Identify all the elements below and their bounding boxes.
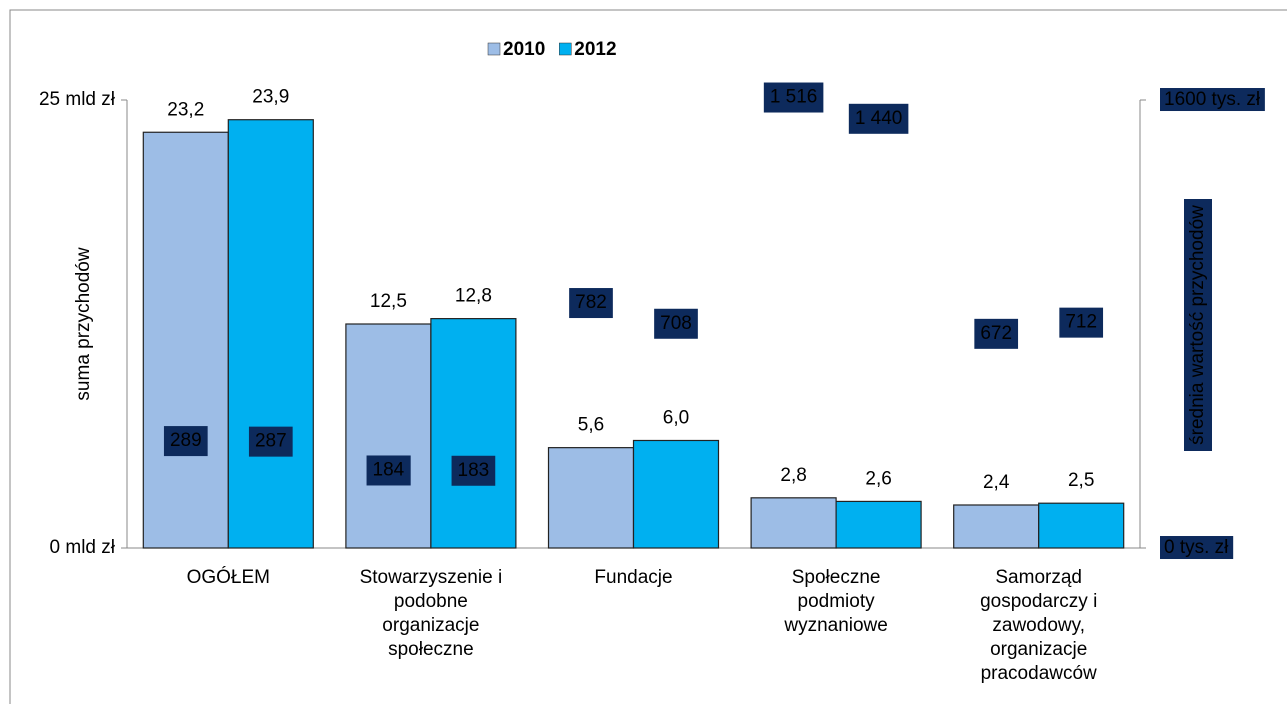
chart-border xyxy=(9,9,1287,704)
bar xyxy=(430,318,517,549)
bar xyxy=(345,323,432,549)
y2-value-box xyxy=(569,288,613,319)
y-axis-title: suma przychodów xyxy=(73,247,94,400)
x-tick-label: Fundacje xyxy=(594,567,673,588)
y2-axis-title-box xyxy=(1184,199,1212,451)
y2-value-box xyxy=(763,82,824,113)
y-tick-label: 25 mld zł xyxy=(39,89,116,110)
y2-value-label: 183 xyxy=(458,460,490,481)
bar xyxy=(953,504,1040,549)
y2-value-box xyxy=(1059,307,1104,338)
y2-tick-box xyxy=(1160,88,1265,112)
y2-value-label: 712 xyxy=(1065,312,1097,333)
legend-swatch xyxy=(559,42,572,56)
y2-axis-title: średnia wartość przychodów xyxy=(1187,205,1208,445)
y2-tick-label: 0 tys. zł xyxy=(1164,537,1229,558)
y2-value-label: 1 516 xyxy=(770,87,818,108)
value-label: 2,4 xyxy=(983,472,1010,493)
bar xyxy=(142,131,229,549)
value-label: 12,5 xyxy=(370,291,407,312)
value-label: 5,6 xyxy=(578,415,604,436)
y2-value-box xyxy=(163,426,208,457)
y2-value-box xyxy=(451,455,496,486)
bar xyxy=(750,497,837,549)
value-label: 23,2 xyxy=(167,99,204,120)
y2-value-label: 672 xyxy=(980,323,1012,344)
legend-label: 2010 xyxy=(503,39,545,60)
y2-value-label: 708 xyxy=(660,313,692,334)
legend-label: 2012 xyxy=(574,39,616,60)
x-tick-label: Społeczne podmioty wyznaniowe xyxy=(784,567,888,636)
legend-swatch xyxy=(487,42,501,56)
y2-value-label: 184 xyxy=(373,459,405,480)
value-label: 2,5 xyxy=(1068,470,1094,491)
bar xyxy=(1038,502,1125,549)
y2-value-box xyxy=(366,455,411,486)
y2-value-box xyxy=(248,426,293,457)
y-tick-label: 0 mld zł xyxy=(50,537,116,558)
bar xyxy=(632,439,720,549)
value-label: 23,9 xyxy=(252,87,289,108)
value-label: 2,6 xyxy=(865,468,891,489)
y2-tick-box xyxy=(1160,536,1234,560)
y2-value-label: 1 440 xyxy=(855,108,903,129)
y2-value-label: 289 xyxy=(170,430,202,451)
bar xyxy=(547,447,635,549)
x-tick-label: Samorząd gospodarczy i zawodowy, organiz… xyxy=(980,567,1098,684)
x-tick-label: Stowarzyszenie i podobne organizacje spo… xyxy=(359,567,503,660)
y2-value-label: 287 xyxy=(255,431,287,452)
value-label: 12,8 xyxy=(455,286,492,307)
y2-value-box xyxy=(974,318,1019,349)
y2-value-label: 782 xyxy=(575,292,607,313)
value-label: 6,0 xyxy=(663,407,689,428)
bar xyxy=(227,119,314,549)
y2-value-box xyxy=(654,308,698,339)
x-tick-label: OGÓŁEM xyxy=(186,567,270,588)
y2-value-box xyxy=(848,103,909,134)
bar xyxy=(835,500,922,549)
y2-tick-label: 1600 tys. zł xyxy=(1164,89,1261,110)
value-label: 2,8 xyxy=(780,465,806,486)
